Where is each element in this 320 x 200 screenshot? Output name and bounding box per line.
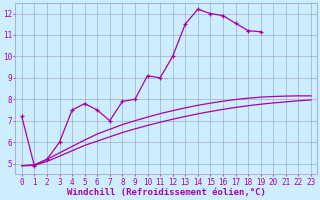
X-axis label: Windchill (Refroidissement éolien,°C): Windchill (Refroidissement éolien,°C) (67, 188, 266, 197)
